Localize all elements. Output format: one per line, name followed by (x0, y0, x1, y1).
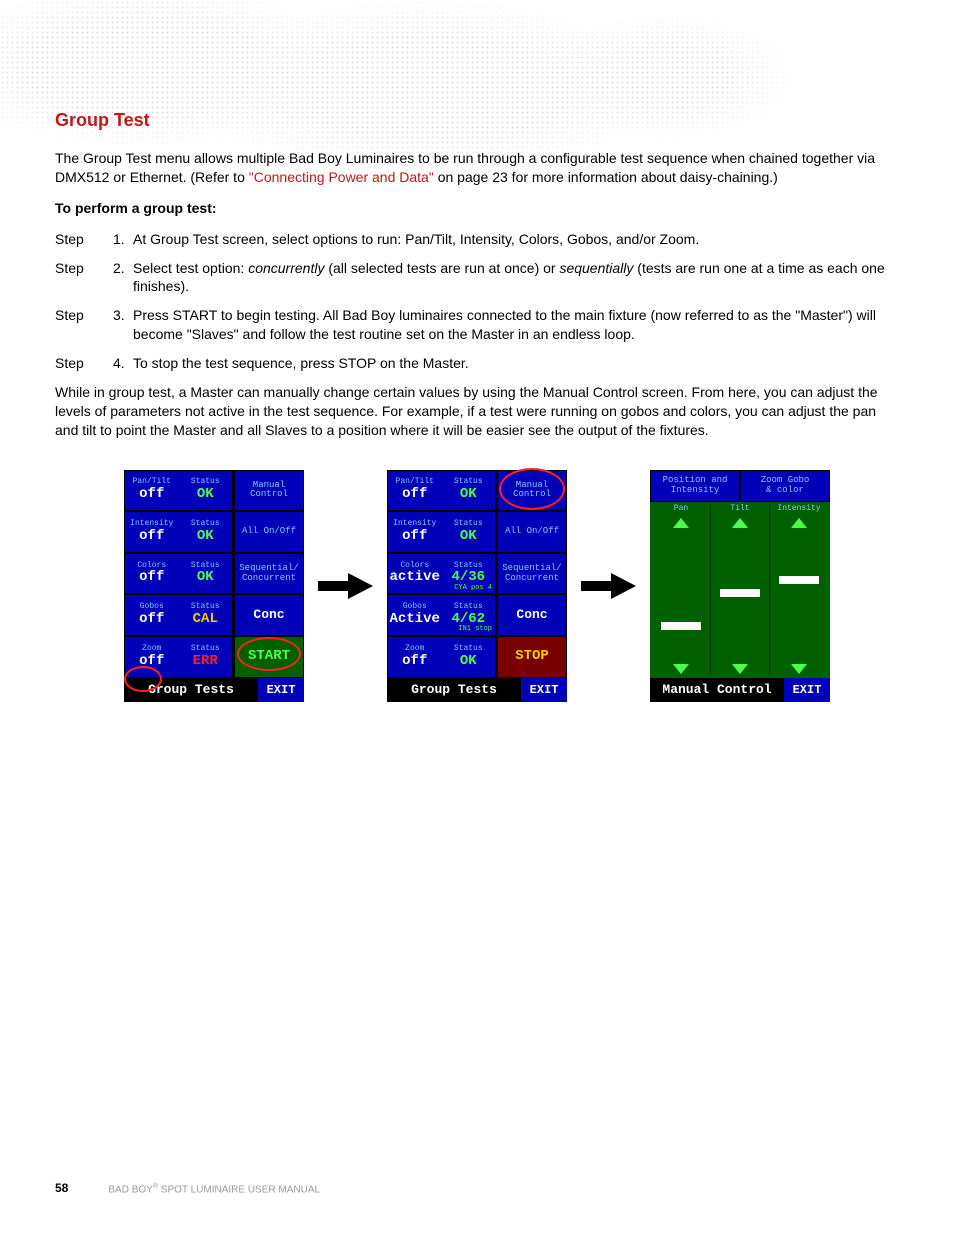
side-button[interactable]: Sequential/Concurrent (234, 553, 304, 595)
side-button[interactable]: ManualControl (234, 470, 304, 512)
step-number: 3. (113, 306, 133, 344)
side-button[interactable]: Conc (234, 594, 304, 636)
footer-rest: SPOT LUMINAIRE USER MANUAL (158, 1184, 320, 1195)
param-cell[interactable]: ZoomStatusoffERR (124, 636, 233, 678)
param-cell[interactable]: IntensityStatusoffOK (387, 511, 496, 553)
step-number: 2. (113, 259, 133, 297)
step-word: Step (55, 306, 113, 344)
side-button[interactable]: STOP (497, 636, 567, 678)
page-footer: 58 BAD BOY® SPOT LUMINAIRE USER MANUAL (55, 1181, 899, 1195)
step-row: Step 4. To stop the test sequence, press… (55, 354, 899, 373)
step-text: (all selected tests are run at once) or (324, 260, 559, 276)
side-button[interactable]: All On/Off (234, 511, 304, 553)
side-button[interactable]: Sequential/Concurrent (497, 553, 567, 595)
param-cell[interactable]: Pan/TiltStatusoffOK (124, 470, 233, 512)
perform-label: To perform a group test: (55, 199, 899, 218)
step-text: Select test option: (133, 260, 248, 276)
step-body: Press START to begin testing. All Bad Bo… (133, 306, 899, 344)
step-row: Step 3. Press START to begin testing. Al… (55, 306, 899, 344)
side-button[interactable]: All On/Off (497, 511, 567, 553)
group-tests-panel-2: Pan/TiltStatusoffOKIntensityStatusoffOKC… (387, 470, 567, 702)
param-cell[interactable]: Pan/TiltStatusoffOK (387, 470, 496, 512)
mc-header-right[interactable]: Zoom Gobo& color (740, 470, 830, 502)
param-cell[interactable]: IntensityStatusoffOK (124, 511, 233, 553)
step-em: sequentially (559, 260, 633, 276)
screens-row: Pan/TiltStatusoffOKIntensityStatusoffOKC… (55, 470, 899, 702)
slider-intensity[interactable]: Intensity (770, 504, 828, 676)
param-cell[interactable]: ZoomStatusoffOK (387, 636, 496, 678)
param-cell[interactable]: ColorsStatusoffOK (124, 553, 233, 595)
side-button[interactable]: START (234, 636, 304, 678)
step-row: Step 1. At Group Test screen, select opt… (55, 230, 899, 249)
step-body: To stop the test sequence, press STOP on… (133, 354, 899, 373)
group-tests-panel-1: Pan/TiltStatusoffOKIntensityStatusoffOKC… (124, 470, 304, 702)
page-number: 58 (55, 1181, 68, 1195)
step-word: Step (55, 354, 113, 373)
slider-tilt[interactable]: Tilt (711, 504, 770, 676)
step-number: 1. (113, 230, 133, 249)
manual-control-panel: Position andIntensity Zoom Gobo& color P… (650, 470, 830, 702)
exit-button[interactable]: EXIT (258, 678, 304, 702)
param-cell[interactable]: GobosStatusActive4/62IN1 stop (387, 594, 496, 636)
side-button[interactable]: ManualControl (497, 470, 567, 512)
side-button[interactable]: Conc (497, 594, 567, 636)
arrow-right-icon (581, 571, 636, 601)
footer-text: BAD BOY® SPOT LUMINAIRE USER MANUAL (108, 1183, 320, 1195)
connecting-link[interactable]: "Connecting Power and Data" (249, 169, 434, 185)
step-word: Step (55, 230, 113, 249)
exit-button[interactable]: EXIT (784, 678, 830, 702)
step-number: 4. (113, 354, 133, 373)
param-cell[interactable]: GobosStatusoffCAL (124, 594, 233, 636)
panel-title: Manual Control (650, 682, 784, 697)
mc-header-left[interactable]: Position andIntensity (650, 470, 740, 502)
step-em: concurrently (248, 260, 324, 276)
panel-title: Group Tests (124, 682, 258, 697)
panel-title: Group Tests (387, 682, 521, 697)
param-cell[interactable]: ColorsStatusactive4/36CYA pos 4 (387, 553, 496, 595)
step-body: At Group Test screen, select options to … (133, 230, 899, 249)
section-heading: Group Test (55, 110, 899, 131)
intro-paragraph: The Group Test menu allows multiple Bad … (55, 149, 899, 187)
step-body: Select test option: concurrently (all se… (133, 259, 899, 297)
closing-paragraph: While in group test, a Master can manual… (55, 383, 899, 440)
exit-button[interactable]: EXIT (521, 678, 567, 702)
step-word: Step (55, 259, 113, 297)
slider-pan[interactable]: Pan (652, 504, 711, 676)
footer-brand: BAD BOY (108, 1184, 152, 1195)
step-row: Step 2. Select test option: concurrently… (55, 259, 899, 297)
intro-text-after: on page 23 for more information about da… (434, 169, 778, 185)
arrow-right-icon (318, 571, 373, 601)
